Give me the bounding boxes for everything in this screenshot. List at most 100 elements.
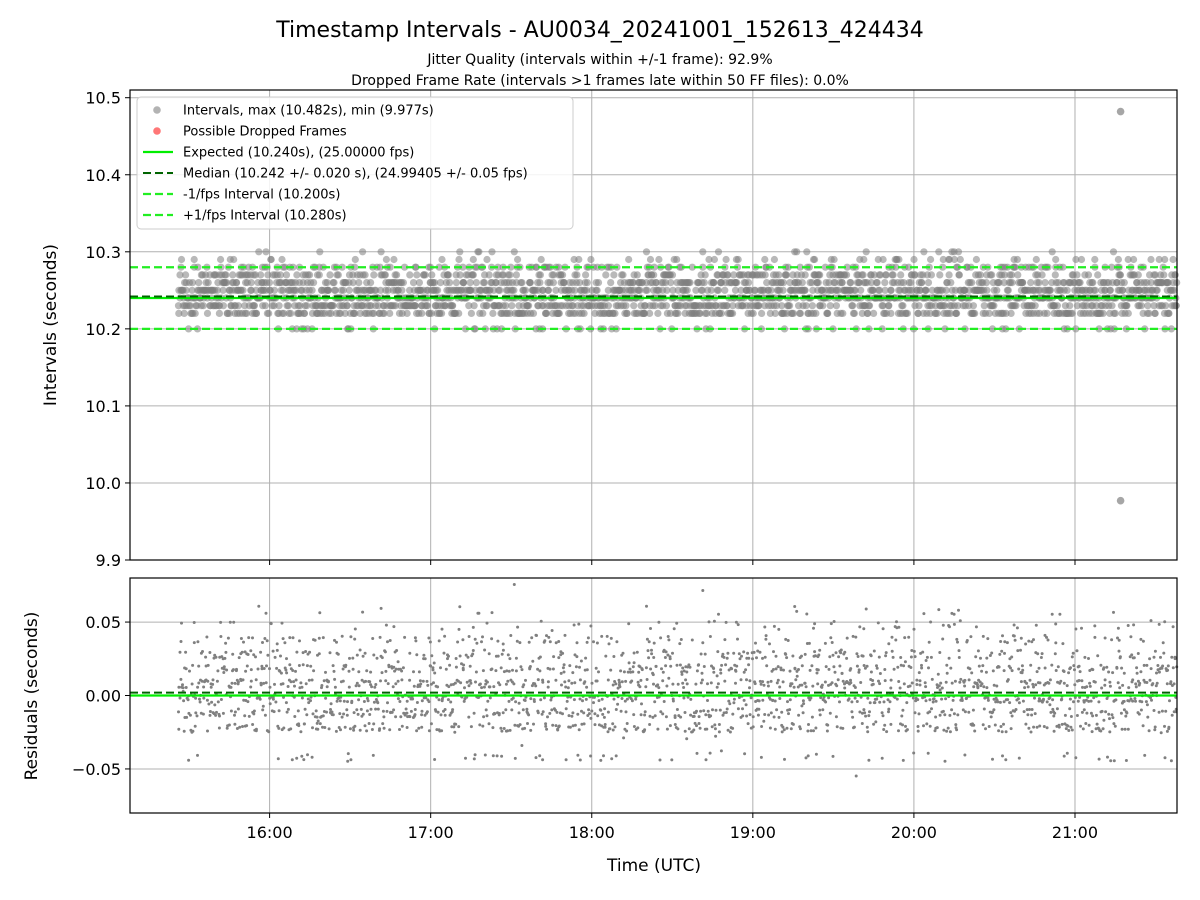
interval-point <box>1077 255 1086 264</box>
interval-point <box>1000 271 1009 279</box>
residual-point <box>721 713 725 717</box>
residual-point <box>667 638 671 642</box>
residual-point <box>1033 696 1036 700</box>
interval-point <box>380 309 388 317</box>
interval-point <box>922 286 930 294</box>
interval-point <box>1095 325 1103 333</box>
residual-point <box>924 699 928 703</box>
residual-point <box>652 682 655 686</box>
residual-point <box>700 671 704 675</box>
interval-point <box>721 286 729 294</box>
residual-point <box>955 637 959 641</box>
residual-point <box>245 724 249 728</box>
residual-point <box>758 679 762 683</box>
residual-point <box>605 634 609 638</box>
residual-point <box>725 656 729 660</box>
interval-point <box>215 309 223 317</box>
residual-point <box>459 681 463 685</box>
residual-point <box>897 729 900 733</box>
residual-point <box>1129 697 1133 701</box>
residual-point <box>1169 680 1173 684</box>
residual-point <box>456 640 460 644</box>
residual-point <box>665 727 669 731</box>
residual-point <box>639 678 643 682</box>
residual-point <box>990 651 994 655</box>
residual-point <box>184 650 188 654</box>
residual-point <box>363 724 367 728</box>
residual-point <box>984 727 987 731</box>
residual-point <box>664 664 668 668</box>
residual-point <box>986 698 990 702</box>
residual-point <box>1095 722 1099 726</box>
residual-point <box>341 667 345 671</box>
residual-point <box>1161 641 1165 645</box>
residual-point <box>1074 627 1078 631</box>
residual-point <box>927 640 931 644</box>
residual-point <box>365 696 369 700</box>
residual-point <box>1089 711 1093 715</box>
interval-point <box>1013 255 1022 264</box>
residual-point <box>395 649 399 652</box>
interval-point <box>190 255 198 264</box>
residual-point <box>695 724 698 728</box>
residual-point <box>332 669 336 673</box>
residual-point <box>379 679 382 683</box>
residual-point <box>1122 671 1126 675</box>
residual-point <box>739 678 743 682</box>
residual-point <box>325 710 328 714</box>
residual-point <box>910 681 914 685</box>
residual-point <box>576 712 580 716</box>
residual-point <box>563 680 567 684</box>
residual-point <box>934 715 938 719</box>
residual-point <box>706 709 710 713</box>
residual-point <box>995 684 999 688</box>
interval-point <box>510 248 518 256</box>
residual-point <box>684 678 688 682</box>
residual-point <box>1020 664 1024 668</box>
residual-point <box>452 725 456 729</box>
residual-point <box>728 730 732 734</box>
residual-point <box>630 679 634 683</box>
residual-point <box>716 682 720 686</box>
residual-point <box>487 652 491 656</box>
interval-point <box>876 271 885 279</box>
residual-point <box>620 680 624 684</box>
interval-point <box>862 248 870 256</box>
residual-point <box>1120 727 1124 731</box>
residual-point <box>366 699 370 703</box>
residual-point <box>795 674 799 678</box>
residual-point <box>609 636 613 640</box>
interval-point <box>924 279 933 287</box>
interval-point <box>907 279 915 287</box>
residual-point <box>548 711 552 715</box>
residual-point <box>841 726 845 730</box>
residual-point <box>1012 634 1016 638</box>
residual-point <box>585 668 589 672</box>
interval-point <box>550 271 558 279</box>
residual-point <box>797 668 800 671</box>
residual-point <box>671 682 675 686</box>
residual-point <box>924 685 928 689</box>
residual-point <box>756 649 760 653</box>
interval-point <box>936 271 944 279</box>
residual-point <box>617 678 621 682</box>
interval-point <box>251 271 260 279</box>
residual-point <box>1087 723 1091 727</box>
residual-point <box>706 699 709 702</box>
interval-point <box>351 255 359 264</box>
residual-point <box>1034 683 1038 687</box>
residual-point <box>582 722 586 726</box>
residual-point <box>790 682 794 686</box>
residual-point <box>490 667 494 671</box>
interval-point <box>811 255 819 264</box>
interval-point <box>434 286 442 294</box>
residual-point <box>845 656 849 660</box>
residual-point <box>744 668 748 672</box>
interval-point <box>950 255 959 264</box>
residual-point <box>246 653 250 656</box>
residual-point <box>308 650 312 654</box>
residual-point <box>1159 731 1163 735</box>
interval-point <box>583 279 591 287</box>
interval-point <box>1063 286 1071 294</box>
residual-point <box>282 726 286 730</box>
